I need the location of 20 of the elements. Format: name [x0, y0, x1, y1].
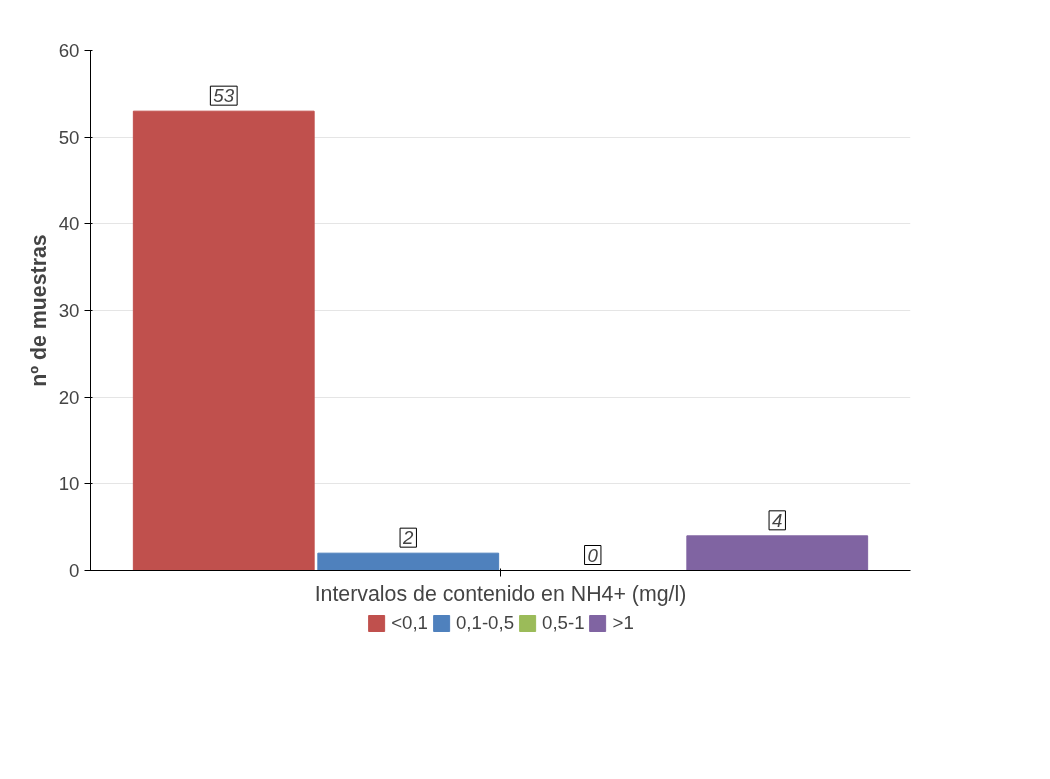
legend-label: 0,5-1 [542, 612, 585, 634]
bar [132, 110, 315, 571]
legend-label: >1 [612, 612, 634, 634]
y-tick-label: 10 [58, 473, 80, 495]
y-axis-title: nº de muestras [26, 234, 51, 387]
legend-label: <0,1 [391, 612, 428, 634]
data-label: 2 [402, 527, 415, 549]
bar [317, 552, 500, 571]
y-tick-label: 60 [58, 40, 80, 61]
x-axis-title: Intervalos de contenido en NH4+ (mg/l) [314, 581, 687, 606]
y-tick-label: 30 [58, 300, 80, 321]
data-label: 53 [213, 85, 235, 107]
legend-label: 0,1-0,5 [455, 612, 515, 634]
bar [686, 535, 869, 571]
data-label: 4 [772, 509, 783, 531]
y-tick-label: 0 [69, 560, 80, 581]
y-tick-label: 50 [58, 126, 80, 148]
data-label: 0 [587, 544, 599, 566]
y-tick-label: 20 [58, 386, 80, 408]
y-tick-label: 40 [58, 213, 80, 235]
